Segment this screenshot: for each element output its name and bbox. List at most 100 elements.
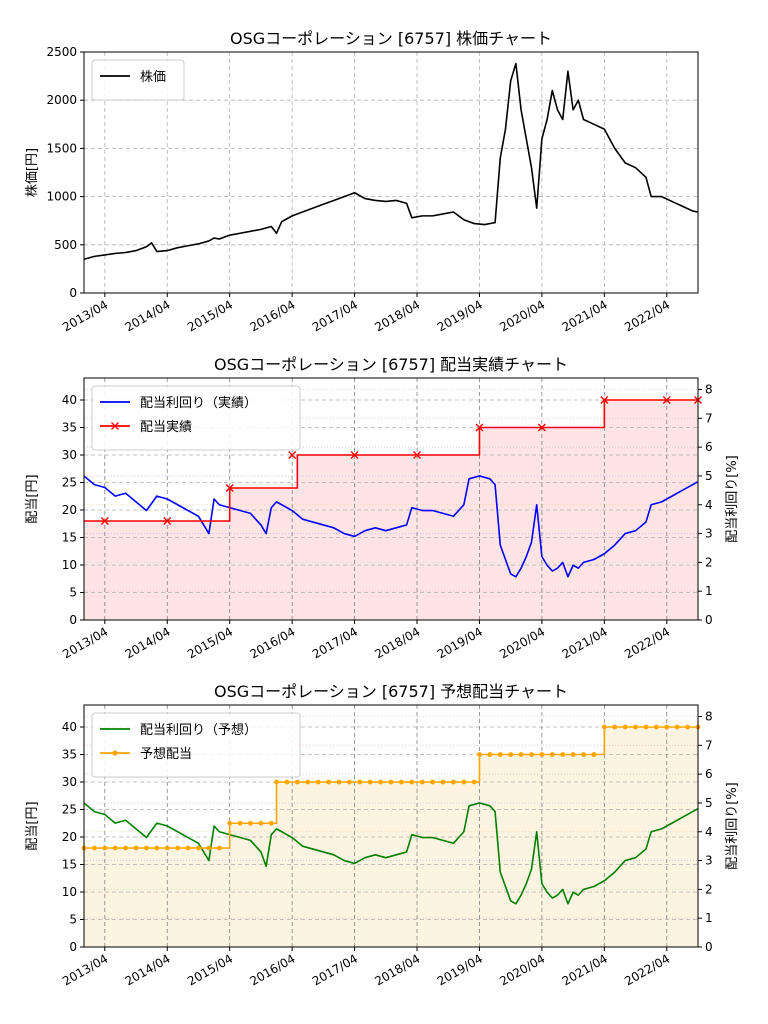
series-marker — [461, 779, 467, 785]
y-tick-label: 40 — [62, 393, 77, 407]
y-tick-label: 10 — [62, 558, 77, 572]
y-tick-label: 2500 — [46, 45, 77, 59]
series-marker — [196, 845, 201, 851]
x-tick-label: 2019/04 — [435, 951, 485, 988]
y2-tick-label: 6 — [705, 767, 713, 781]
y2-tick-label: 0 — [705, 613, 713, 627]
plot-frame — [83, 704, 699, 948]
legend-label: 株価 — [140, 70, 166, 85]
series-marker — [315, 779, 321, 785]
y-tick-label: 10 — [62, 885, 77, 899]
series-marker — [399, 779, 404, 785]
x-tick-label: 2013/04 — [60, 297, 110, 334]
x-tick-label: 2020/04 — [497, 624, 547, 661]
x-tick-label: 2014/04 — [123, 297, 173, 334]
area-fill — [84, 400, 698, 620]
x-tick-label: 2016/04 — [247, 297, 297, 334]
series-marker — [100, 517, 109, 525]
series-marker — [175, 845, 181, 851]
series-marker — [612, 724, 618, 730]
y-tick-label: 0 — [69, 286, 77, 300]
legend-box — [91, 712, 301, 778]
y-tick-label: 1000 — [46, 190, 77, 204]
series-marker — [248, 820, 253, 826]
series-marker — [378, 779, 383, 785]
chart-2: 0 5 10 15 20 25 30 35 40 0 1 2 3 4 5 6 7 8 2013/04 2014/04 2… — [25, 355, 740, 662]
x-tick-label: 2020/04 — [497, 297, 547, 334]
series-marker — [497, 752, 503, 757]
area-fill — [84, 727, 698, 947]
series-marker — [112, 845, 118, 851]
series-marker — [154, 845, 160, 851]
series-marker — [163, 517, 172, 525]
series-marker — [185, 845, 191, 851]
series-marker — [664, 724, 670, 730]
y2-tick-label: 2 — [705, 555, 713, 569]
legend: 配当利回り（予想） 予想配当 — [91, 712, 301, 778]
plot-frame — [83, 51, 699, 294]
plot-frame — [83, 377, 699, 621]
x-tick-label: 2018/04 — [372, 297, 422, 334]
x-tick-label: 2019/04 — [435, 297, 485, 334]
series-marker — [600, 396, 609, 404]
y-tick-label: 25 — [62, 476, 77, 490]
series-marker — [419, 779, 425, 785]
legend-label: 配当利回り（予想） — [140, 722, 257, 738]
x-tick-label: 2017/04 — [310, 297, 360, 334]
series-marker — [346, 779, 352, 785]
series-marker — [216, 845, 222, 851]
x-tick-label: 2018/04 — [372, 951, 422, 988]
chart-3: 0 5 10 15 20 25 30 35 40 0 1 2 3 4 5 6 7 8 2013/04 2014/04 2… — [25, 682, 740, 989]
x-tick-label: 2019/04 — [435, 624, 485, 661]
series-line-1 — [83, 62, 699, 261]
chart-1: 0 500 1000 1500 2000 2500 2013/04 2014/04 2015/0… — [25, 29, 699, 335]
y2-axis-label: 配当利回り[%] — [725, 455, 740, 543]
y-tick-label: 35 — [62, 748, 77, 762]
x-tick-label: 2022/04 — [622, 624, 672, 661]
y-tick-label: 30 — [62, 775, 77, 789]
series-marker — [413, 451, 422, 459]
x-tick-label: 2016/04 — [247, 624, 297, 661]
y2-tick-label: 1 — [705, 911, 713, 925]
y2-tick-label: 4 — [705, 825, 713, 839]
y-tick-label: 15 — [62, 858, 77, 872]
x-tick-label: 2021/04 — [560, 624, 610, 661]
y-tick-label: 30 — [62, 448, 77, 462]
series-marker — [284, 779, 290, 785]
y2-tick-label: 6 — [705, 440, 713, 454]
legend-label: 配当利回り（実績） — [140, 395, 257, 411]
series-marker — [388, 779, 394, 785]
series-marker — [288, 451, 297, 459]
series-marker — [440, 779, 446, 785]
y2-tick-label: 5 — [705, 469, 713, 483]
x-tick-label: 2013/04 — [60, 951, 110, 988]
series-marker — [622, 724, 628, 730]
x-tick-label: 2022/04 — [622, 951, 672, 988]
series-marker — [164, 845, 170, 851]
legend-label: 予想配当 — [140, 746, 192, 762]
series-marker — [144, 845, 149, 851]
legend-label: 配当実績 — [140, 419, 192, 435]
series-marker — [508, 752, 514, 757]
chart-title: OSGコーポレーション [6757] 株価チャート — [230, 29, 552, 48]
legend-marker — [112, 750, 118, 756]
legend: 株価 — [91, 59, 185, 101]
y2-tick-label: 8 — [705, 710, 713, 724]
series-marker — [409, 779, 415, 785]
series-marker — [591, 752, 597, 757]
chart-title: OSGコーポレーション [6757] 予想配当チャート — [214, 682, 568, 701]
x-tick-label: 2021/04 — [560, 951, 610, 988]
series-marker — [367, 779, 373, 785]
y-tick-label: 1500 — [46, 141, 77, 155]
y-tick-label: 40 — [62, 720, 77, 734]
x-tick-label: 2022/04 — [622, 297, 672, 334]
y2-tick-label: 5 — [705, 796, 713, 810]
x-tick-label: 2017/04 — [310, 951, 360, 988]
series-line-1 — [83, 802, 699, 905]
series-marker — [477, 752, 482, 757]
legend-marker — [111, 422, 119, 430]
x-tick-label: 2018/04 — [372, 624, 422, 661]
series-marker — [674, 724, 680, 730]
series-marker — [92, 845, 97, 851]
y2-tick-label: 0 — [705, 940, 713, 954]
